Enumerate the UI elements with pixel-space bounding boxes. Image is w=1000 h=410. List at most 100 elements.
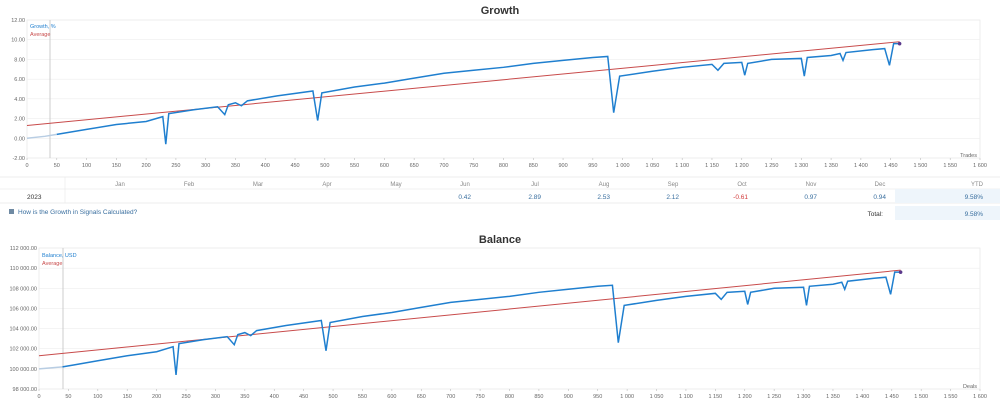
x-tick-label: 800 [505,394,514,400]
x-tick-label: 0 [25,163,28,169]
x-tick-label: 1 350 [826,394,840,400]
x-tick-label: 1 050 [650,394,664,400]
y-tick-label: 112 000.00 [10,246,37,252]
month-header: Feb [184,182,195,188]
x-tick-label: 350 [231,163,240,169]
balance-chart: Balance 98 000.00 100 000.00 102 000.00 104… [9,234,986,400]
ytd-cell-bg [895,189,1000,203]
y-tick-label: 0.00 [14,136,25,142]
growth-plot-area [26,19,981,159]
y-tick-label: -2.00 [12,156,25,162]
table-month-values: 0.42 2.89 2.53 2.12 -0.61 0.97 0.94 [458,194,886,201]
table-ytd-value: 9.58% [965,194,984,201]
x-tick-label: 1 600 [973,163,987,169]
growth-legend-average: Average [30,32,50,38]
x-tick-label: 1 000 [616,163,630,169]
month-value: 2.89 [528,194,541,201]
month-header: Jun [460,182,470,188]
x-tick-label: 100 [93,394,102,400]
x-tick-label: 1 150 [705,163,719,169]
x-tick-label: 1 100 [675,163,689,169]
x-tick-label: 550 [350,163,359,169]
x-tick-label: 1 400 [855,394,869,400]
y-tick-label: 100 000.00 [9,367,37,373]
y-tick-label: 98 000.00 [13,387,37,393]
x-tick-label: 1 400 [854,163,868,169]
x-tick-label: 500 [328,394,337,400]
growth-line-pre [26,133,57,140]
month-header: Oct [737,182,747,188]
x-tick-label: 650 [417,394,426,400]
balance-average-line [38,269,901,357]
x-tick-label: 750 [469,163,478,169]
help-link-text[interactable]: How is the Growth in Signals Calculated? [18,209,138,216]
x-tick-label: 450 [299,394,308,400]
x-tick-label: 800 [499,163,508,169]
balance-series-line [62,271,901,375]
month-header: Nov [806,182,817,188]
x-tick-label: 1 200 [738,394,752,400]
month-value: 0.94 [873,194,886,201]
x-tick-label: 900 [564,394,573,400]
x-tick-label: 250 [181,394,190,400]
x-tick-label: 1 450 [885,394,899,400]
balance-end-point [898,270,903,274]
x-tick-label: 1 000 [620,394,634,400]
x-tick-label: 1 550 [944,394,958,400]
growth-legend-series: Growth, % [30,24,56,30]
month-header: Jul [531,182,539,188]
y-tick-label: 102 000.00 [9,347,37,353]
balance-y-ticks: 98 000.00 100 000.00 102 000.00 104 000.00 1… [9,246,37,393]
y-tick-label: 8.00 [14,57,25,63]
help-link[interactable]: How is the Growth in Signals Calculated? [9,209,138,216]
table-month-headers: Jan Feb Mar Apr May Jun Jul Aug Sep Oct Nov Dec [115,182,885,188]
y-tick-label: 6.00 [14,77,25,83]
balance-legend-average: Average [42,261,62,267]
x-tick-label: 1 150 [708,394,722,400]
x-tick-label: 900 [558,163,567,169]
x-tick-label: 150 [112,163,121,169]
growth-title: Growth [481,5,520,17]
month-header: Aug [599,182,610,188]
x-tick-label: 1 250 [767,394,781,400]
y-tick-label: 12.00 [11,18,25,24]
x-tick-label: 1 450 [884,163,898,169]
x-tick-label: 1 550 [943,163,957,169]
month-header: May [390,182,401,188]
x-tick-label: 300 [211,394,220,400]
x-tick-label: 1 500 [914,394,928,400]
x-tick-label: 300 [201,163,210,169]
y-tick-label: 10.00 [11,38,25,44]
month-value: 0.97 [804,194,817,201]
balance-title: Balance [479,234,521,246]
balance-line-pre [38,366,63,370]
x-tick-label: 850 [534,394,543,400]
balance-legend-series: Balance, USD [42,253,77,259]
balance-x-ticks: 0 50 100 150 200 250 300 350 400 450 500 550 600 650 7… [37,389,987,400]
month-header: Sep [668,182,679,188]
month-value: 2.12 [666,194,679,201]
total-value: 9.58% [965,211,984,218]
balance-x-axis-label: Deals [963,384,977,390]
month-header: Apr [322,182,331,188]
x-tick-label: 600 [387,394,396,400]
x-tick-label: 1 100 [679,394,693,400]
y-tick-label: 2.00 [14,117,25,123]
x-tick-label: 750 [476,394,485,400]
month-value: 0.42 [458,194,471,201]
x-tick-label: 200 [142,163,151,169]
growth-gridlines [27,19,980,159]
x-tick-label: 950 [588,163,597,169]
month-value: 2.53 [597,194,610,201]
x-tick-label: 1 350 [824,163,838,169]
growth-y-ticks: -2.00 0.00 2.00 4.00 6.00 8.00 10.00 12.00 [11,18,25,162]
y-tick-label: 110 000.00 [10,266,37,272]
x-tick-label: 250 [171,163,180,169]
x-tick-label: 200 [152,394,161,400]
y-tick-label: 4.00 [14,97,25,103]
x-tick-label: 1 300 [797,394,811,400]
table-year: 2023 [27,194,42,201]
x-tick-label: 400 [270,394,279,400]
x-tick-label: 650 [410,163,419,169]
